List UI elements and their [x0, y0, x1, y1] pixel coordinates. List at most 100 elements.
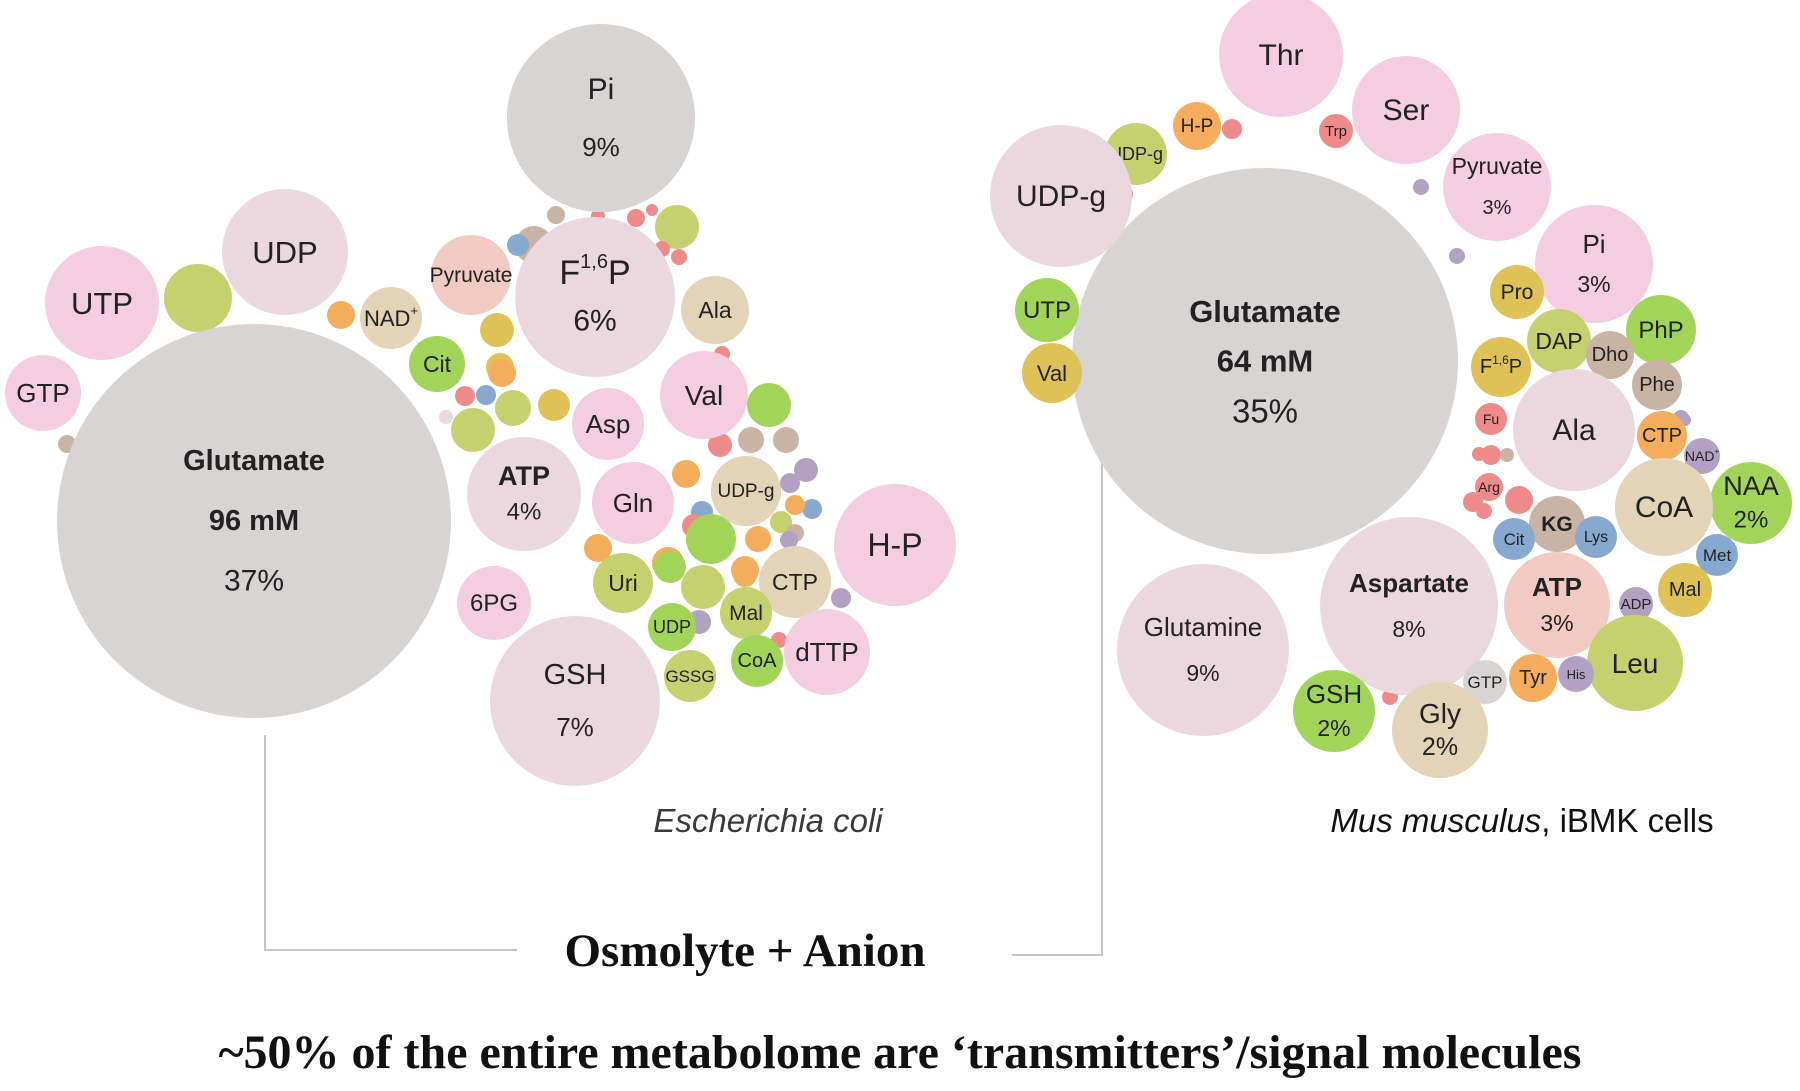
ecoli-bubble-circle: [681, 276, 749, 344]
mouse-bubble-atp: ATP 3%: [1504, 552, 1610, 658]
ecoli-bubble-label: Cit: [423, 351, 452, 377]
ecoli-bubble-pct: 4%: [507, 499, 542, 526]
metabolite-dot: [731, 556, 759, 584]
ecoli-bubble-gln: Gln: [592, 462, 674, 544]
mouse-bubble-ctp: CTP: [1637, 411, 1687, 461]
mouse-bubble-label: Tyr: [1519, 667, 1547, 689]
ecoli-bubble-label: Ala: [698, 297, 731, 323]
mouse-bubble-label: F1,6P: [1480, 353, 1522, 378]
headline: ~50% of the entire metabolome are ‘trans…: [219, 1026, 1582, 1079]
metabolite-dot: [480, 313, 514, 347]
ecoli-bubble-label: GSSG: [665, 667, 714, 686]
ecoli-bubble-label: Glutamate: [183, 445, 325, 477]
mouse-bubble-label: Cit: [1504, 530, 1525, 549]
mouse-bubble-label: CTP: [1642, 425, 1682, 447]
connector-line: [264, 735, 517, 951]
mouse-bubble-circle: [1696, 534, 1738, 576]
mouse-bubble-php: PhP: [1626, 295, 1696, 365]
mouse-bubble-circle: [990, 125, 1132, 267]
ecoli-bubble-pyruvate: Pyruvate: [430, 235, 512, 315]
ecoli-bubble-label: UDP: [653, 617, 691, 637]
mouse-bubble-label: Val: [1037, 361, 1067, 386]
mouse-bubble-label: Gly: [1419, 698, 1461, 729]
ecoli-bubble-circle: [490, 616, 660, 786]
ecoli-bubble-label: 6PG: [470, 590, 518, 617]
metabolite-dot: [785, 495, 805, 515]
ecoli-bubble-asp: Asp: [572, 388, 644, 460]
ecoli-bubble-circle: [467, 437, 581, 551]
mouse-bubble-circle: [1463, 660, 1507, 704]
mouse-bubble-circle: [1219, 0, 1343, 117]
mouse-bubble-cit: Cit: [1493, 518, 1535, 560]
metabolite-dot: [773, 427, 799, 453]
metabolite-dot: [646, 204, 658, 216]
ecoli-bubble-circle: [409, 336, 465, 392]
mouse-bubble-label: Glutamine: [1144, 612, 1263, 642]
ecoli-bubble-udp: UDP: [222, 189, 348, 315]
ecoli-bubble-6pg: 6PG: [457, 566, 531, 640]
mouse-bubble-circle: [1072, 168, 1458, 554]
mouse-bubble-circle: [1587, 615, 1683, 711]
ecoli-bubble-circle: [45, 246, 159, 360]
ecoli-bubble-label: GSH: [544, 659, 607, 691]
metabolite-dot: [780, 473, 800, 493]
ecoli-bubble-circle: [222, 189, 348, 315]
mouse-bubble-circle: [1575, 516, 1617, 558]
ecoli-bubble-circle: [431, 235, 511, 315]
mouse-bubble-label: Thr: [1259, 39, 1304, 72]
ecoli-bubble-label: ATP: [498, 461, 550, 491]
ecoli-bubble-circle: [457, 566, 531, 640]
metabolite-dot: [327, 301, 355, 329]
ecoli-bubble-circle: [360, 287, 422, 349]
mouse-bubble-label: GTP: [1468, 673, 1503, 692]
mouse-bubble-label: Leu: [1612, 648, 1659, 679]
metabolite-dot: [672, 460, 700, 488]
mouse-caption-cells: , iBMK cells: [1541, 802, 1713, 839]
ecoli-bubble-label: UDP: [252, 235, 317, 270]
mouse-bubble-label: Glutamate: [1189, 294, 1341, 329]
mouse-bubble-tyr: Tyr: [1509, 654, 1557, 702]
metabolite-dot: [451, 408, 495, 452]
mouse-bubble-label: Ser: [1383, 94, 1430, 127]
ecoli-bubbles: Glutamate 96 mM 37% Pi 9% UDP UTP GTP NAD+Cit Pyr…: [5, 24, 956, 786]
ecoli-bubble-circle: [660, 351, 748, 439]
ecoli-bubble-circle: [731, 635, 783, 687]
mouse-bubble-circle: [1319, 114, 1353, 148]
mouse-bubble-f16p: F1,6P: [1471, 337, 1531, 397]
mouse-bubble-circle: [1637, 411, 1687, 461]
ecoli-bubble-val: Val: [660, 351, 748, 439]
metabolite-dot: [794, 458, 818, 482]
connector-lines: [264, 420, 1103, 956]
mouse-bubble-circle: [1509, 654, 1557, 702]
mouse-bubble-circle: [1626, 295, 1696, 365]
ecoli-bubble-glutamate: Glutamate 96 mM 37%: [57, 324, 451, 718]
metabolite-dot: [164, 264, 232, 332]
ecoli-bubble-gtp: GTP: [5, 355, 81, 431]
ecoli-bubble-nad: NAD+: [360, 287, 422, 349]
mouse-bubble-circle: [1504, 552, 1610, 658]
mouse-bubble-kg: KG: [1529, 496, 1585, 552]
mouse-bubble-mal: Mal: [1658, 563, 1712, 617]
metabolite-dot: [747, 383, 791, 427]
metabolite-dot: [538, 389, 570, 421]
ecoli-bubble-gsh: GSH 7%: [490, 616, 660, 786]
mouse-bubble-circle: [1632, 360, 1682, 410]
metabolite-dot: [1505, 486, 1533, 514]
metabolite-dot: [1500, 448, 1514, 462]
mouse-bubble-circle: [1558, 656, 1594, 692]
mouse-bubble-label: H-P: [1181, 116, 1214, 137]
ecoli-bubble-dttp: dTTP: [784, 609, 870, 695]
mouse-bubble-pct: 2%: [1317, 715, 1350, 741]
mouse-bubble-label: NAD+: [1685, 447, 1720, 464]
metabolite-dot: [1222, 119, 1242, 139]
mouse-bubble-circle: [1535, 205, 1653, 323]
metabolite-dot: [1476, 503, 1492, 519]
ecoli-bubble-circle: [648, 603, 696, 651]
metabolite-dot: [780, 531, 798, 549]
mouse-bubble-label: CoA: [1635, 491, 1693, 524]
ecoli-bubble-label: CoA: [738, 650, 778, 672]
ecoli-bubble-circle: [759, 546, 831, 618]
mouse-bubble-pct: 2%: [1422, 733, 1458, 761]
